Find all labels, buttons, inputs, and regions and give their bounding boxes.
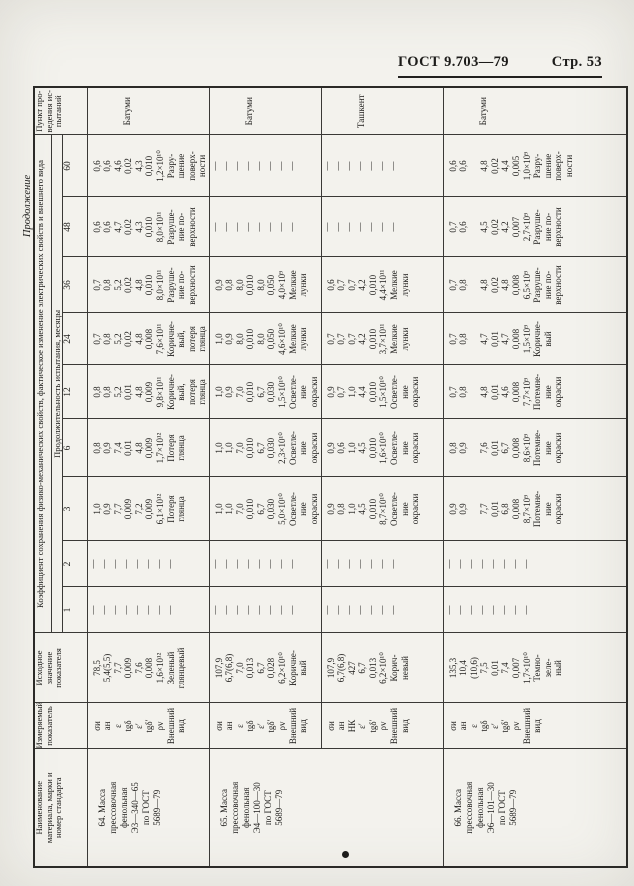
page-number: Стр. 53 [551,54,602,70]
month-6-values: 1,0 1,0 7,0 0,010 6,7 0,030 2,3×10¹⁰ Осв… [213,431,319,465]
month-2-values: — — — — — — — — [443,559,531,569]
material-name: 65. Масса прессовочная фенольная Э4—100—… [218,781,284,834]
month-3-values: 0,9 0,8 1,0 4,5 0,010 8,7×10¹⁰ Осветле- … [325,492,421,526]
month-12-values: 1,0 0,9 7,0 0,010 6,7 0,030 1,5×10¹⁰ Осв… [213,375,319,409]
initial-values: 107,9 6,7(6,8) 7,0 0,013 6,7 0,028 6,2×1… [213,650,309,686]
test-site: Батуми [121,97,132,126]
month-48-values: — — — — — — — — [209,222,297,232]
test-site: Батуми [243,97,254,126]
rotated-table-block: Наименование материала, марки и номер ст… [33,85,628,868]
indicator-list: σи ан ε tgδ ε′ tgδ′ ρv Внешний вид [91,707,187,745]
month-6-values: 0,8 0,9 7,4 0,01 4,8 0,009 1,7×10¹² Поте… [91,432,187,464]
col-header-duration: Продолжительность испытания, месяцы [51,134,62,633]
month-header-6: 6 [62,419,87,477]
month-1-values: — — — — — — — [321,605,398,615]
col-header-initial: Исходное значение показателя [34,633,87,703]
month-6-values: 0,9 0,6 1,0 4,5 0,010 1,6×10¹⁰ Осветле- … [325,431,421,465]
month-3-values: 1,0 1,0 7,0 0,010 6,7 0,030 5,0×10¹⁰ Осв… [213,492,319,526]
month-36-values: 0,6 0,7 0,7 4,2 0,010 4,4×10¹¹ Мелкие лу… [325,269,410,301]
month-header-1: 1 [62,587,87,633]
month-60-values: — — — — — — — [321,161,398,171]
month-12-values: 0,7 0,8 4,8 0,01 4,6 0,008 7,7×10⁹ Потем… [447,373,564,411]
month-header-24: 24 [62,313,87,365]
month-60-values: 0,6 0,6 4,6 0,02 4,3 0,010 1,2×10¹⁰ Разр… [91,150,208,182]
print-mark-dot [342,851,349,858]
month-48-values: — — — — — — — [321,222,398,232]
month-1-values: — — — — — — — — [209,605,297,615]
month-24-values: 0,7 0,7 0,7 4,2 0,010 3,7×10¹¹ Мелкие лу… [325,323,410,355]
indicator-list: σи ан ε tgδ ε′ tgδ′ ρv Внешний вид [447,707,543,745]
month-36-values: 0,7 0,8 4,8 0,02 4,8 0,008 6,5×10⁹ Разру… [447,265,564,305]
month-48-values: 0,7 0,6 4,5 0,02 4,2 0,007 2,7×10⁹ Разру… [447,207,564,247]
month-1-values: — — — — — — — — [443,605,531,615]
table-row-material-66: 66. Масса прессовочная фенольная Э6—101—… [443,86,627,867]
running-head: ГОСТ 9.703—79 Стр. 53 [398,54,602,78]
indicator-list: σи ан ε tgδ ε′ tgδ′ ρv Внешний вид [213,707,309,745]
test-site: Батуми [477,97,488,126]
month-12-values: 0,9 0,7 1,0 4,4 0,010 1,5×10¹⁰ Осветле- … [325,375,421,409]
doc-number: ГОСТ 9.703—79 [398,54,509,70]
col-header-coefficient-group: Коэффициент сохранения физико-механическ… [34,134,51,633]
material-name: 64. Масса прессовочная фенольная Э3—340—… [96,781,162,834]
month-2-values: — — — — — — — [321,559,398,569]
month-header-48: 48 [62,197,87,257]
initial-values: 78,5 5,4(5,5) 7,7 0,009 7,6 0,008 1,6×10… [91,647,187,689]
month-header-3: 3 [62,477,87,541]
month-1-values: — — — — — — — — [87,605,175,615]
month-12-values: 0,8 0,8 5,2 0,01 4,8 0,009 9,8×10¹¹ Кори… [91,374,208,410]
month-header-2: 2 [62,541,87,587]
month-48-values: 0,6 0,6 4,7 0,02 4,3 0,010 8,0×10¹¹ Разр… [91,207,197,247]
test-results-table: Наименование материала, марки и номер ст… [33,85,628,868]
test-site: Ташкент [355,94,366,129]
col-header-indicator: Измеряемый показатель [34,703,87,749]
month-header-12: 12 [62,365,87,419]
col-header-test-site: Пункт про- ведения ис- пытаний [34,86,87,135]
month-36-values: 0,9 0,8 8,0 0,010 8,0 0,050 4,0×10⁹ Мелк… [213,270,309,300]
month-3-values: 0,9 0,9 7,7 0,01 6,8 0,008 8,7×10⁹ Потем… [447,490,564,528]
month-2-values: — — — — — — — — [209,559,297,569]
table-row-material-64: 64. Масса прессовочная фенольная Э3—340—… [87,86,209,867]
month-6-values: 0,8 0,9 7,6 0,01 6,7 0,008 8,6×10⁹ Потем… [447,429,564,467]
col-header-material: Наименование материала, марки и номер ст… [34,749,87,867]
initial-values: 107,9 6,7(6,8) 427 6,7 0,013 6,2×10¹⁰ Ко… [325,652,410,684]
material-name: 66. Масса прессовочная фенольная Э6—101—… [452,781,518,834]
month-header-36: 36 [62,257,87,313]
month-2-values: — — — — — — — — [87,559,175,569]
month-3-values: 1,0 0,9 7,7 0,009 7,2 0,009 6,1×10¹² Пот… [91,493,187,525]
month-header-60: 60 [62,134,87,197]
month-24-values: 0,7 0,8 5,2 0,02 4,8 0,008 7,6×10¹¹ Кори… [91,321,208,357]
initial-values: 135,3 10,4 (10,6) 7,5 0,01 7,4 0,007 1,7… [447,652,564,684]
month-60-values: — — — — — — — — [209,161,297,171]
indicator-list: σи ан НК ε′ tgδ′ ρv Внешний вид [325,707,410,745]
month-60-values: 0,6 0,6 4,8 0,02 4,4 0,005 1,0×10⁹ Разру… [447,151,575,181]
month-24-values: 0,7 0,8 4,7 0,01 4,7 0,008 1,5×10⁹ Корич… [447,321,553,357]
month-36-values: 0,7 0,8 5,2 0,02 4,8 0,010 8,0×10¹¹ Разр… [91,265,197,305]
table-row-material-65-batumi: 65. Масса прессовочная фенольная Э4—100—… [209,86,443,867]
month-24-values: 1,0 0,9 8,0 0,010 8,0 0,050 4,6×10¹⁰ Мел… [213,323,309,355]
